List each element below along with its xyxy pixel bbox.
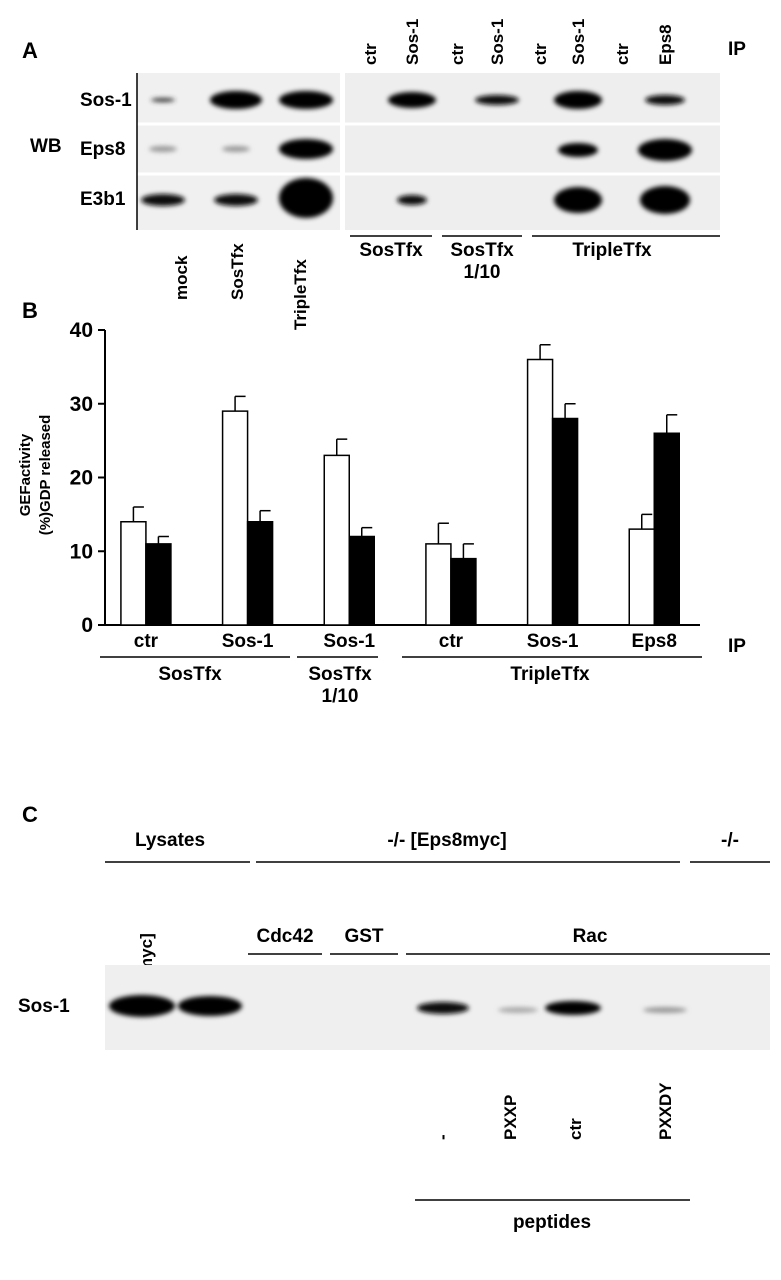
row-label: Eps8 bbox=[80, 139, 125, 160]
ip-lane: ctr bbox=[613, 43, 632, 65]
bar bbox=[653, 432, 680, 626]
ip-lane: Sos-1 bbox=[488, 19, 507, 65]
panel-c: C Lysates -/- [Eps8myc] -/- -/- [Eps8myc… bbox=[18, 802, 770, 1233]
subheader: Cdc42 bbox=[256, 926, 313, 947]
bar-chart: B GEFactivity (%)GDP released IP SosTfx … bbox=[17, 298, 746, 707]
subheader: GST bbox=[344, 926, 383, 947]
panel-letter: A bbox=[22, 38, 38, 63]
header: Lysates bbox=[135, 830, 205, 851]
y-tick-label: 20 bbox=[70, 467, 93, 490]
x-tick-label: Sos-1 bbox=[323, 631, 375, 652]
bar bbox=[628, 528, 655, 626]
bar bbox=[120, 521, 147, 626]
ip-lane: Sos-1 bbox=[403, 19, 422, 65]
peptide-lane: - bbox=[433, 1134, 452, 1140]
header: -/- bbox=[721, 830, 739, 851]
label-column bbox=[75, 73, 137, 230]
x-tick-label: Sos-1 bbox=[527, 631, 579, 652]
bar bbox=[145, 543, 172, 626]
lane-label: SosTfx bbox=[228, 243, 247, 300]
lane-label: TripleTfx bbox=[291, 259, 310, 330]
bar bbox=[221, 410, 249, 626]
ip-label: IP bbox=[728, 39, 746, 60]
y-axis-label: GEFactivity bbox=[17, 433, 34, 516]
y-tick-label: 40 bbox=[70, 319, 93, 342]
x-tick-label: ctr bbox=[439, 631, 464, 652]
ip-lane: ctr bbox=[361, 43, 380, 65]
peptide-lane: PXXP bbox=[501, 1095, 520, 1140]
bar bbox=[551, 417, 579, 626]
bar bbox=[246, 521, 274, 626]
y-axis-label: (%)GDP released bbox=[37, 415, 54, 536]
ip-lane: ctr bbox=[448, 43, 467, 65]
ip-lane: Sos-1 bbox=[569, 19, 588, 65]
peptide-lane: PXXDY bbox=[656, 1082, 675, 1140]
bar bbox=[526, 358, 554, 626]
y-tick-label: 0 bbox=[81, 614, 93, 637]
ip-lane: ctr bbox=[531, 43, 550, 65]
bar bbox=[348, 535, 375, 626]
bands bbox=[109, 995, 687, 1017]
group-label: TripleTfx bbox=[572, 240, 652, 261]
group-label: TripleTfx bbox=[510, 664, 590, 685]
group-label: SosTfx bbox=[158, 664, 222, 685]
x-tick-label: Eps8 bbox=[632, 631, 677, 652]
group-label: peptides bbox=[513, 1212, 591, 1233]
y-tick-label: 30 bbox=[70, 393, 93, 416]
row-label: Sos-1 bbox=[80, 90, 132, 111]
wb-label: WB bbox=[30, 136, 62, 157]
bar bbox=[323, 454, 350, 626]
header: -/- [Eps8myc] bbox=[387, 830, 506, 851]
x-tick-label: ctr bbox=[134, 631, 159, 652]
bar bbox=[425, 543, 452, 626]
x-axis-label: IP bbox=[728, 636, 746, 657]
group-label: SosTfx bbox=[359, 240, 423, 261]
ip-lane: Eps8 bbox=[656, 24, 675, 65]
panel-letter: B bbox=[22, 298, 38, 323]
row-label: Sos-1 bbox=[18, 996, 70, 1017]
group-label: SosTfx bbox=[450, 240, 514, 261]
panel-letter: C bbox=[22, 802, 38, 827]
panel-a: A WB IP Sos-1 Eps8 E3b1 bbox=[22, 19, 746, 330]
subheader: Rac bbox=[573, 926, 608, 947]
bands bbox=[141, 91, 692, 218]
peptide-lane: ctr bbox=[566, 1118, 585, 1140]
group-label: SosTfx bbox=[308, 664, 372, 685]
group-label: 1/10 bbox=[464, 262, 501, 283]
y-tick-label: 10 bbox=[70, 540, 93, 563]
x-tick-label: Sos-1 bbox=[222, 631, 274, 652]
bar bbox=[450, 557, 477, 626]
group-label: 1/10 bbox=[322, 686, 359, 707]
row-label: E3b1 bbox=[80, 189, 126, 210]
lane-label: mock bbox=[172, 255, 191, 300]
